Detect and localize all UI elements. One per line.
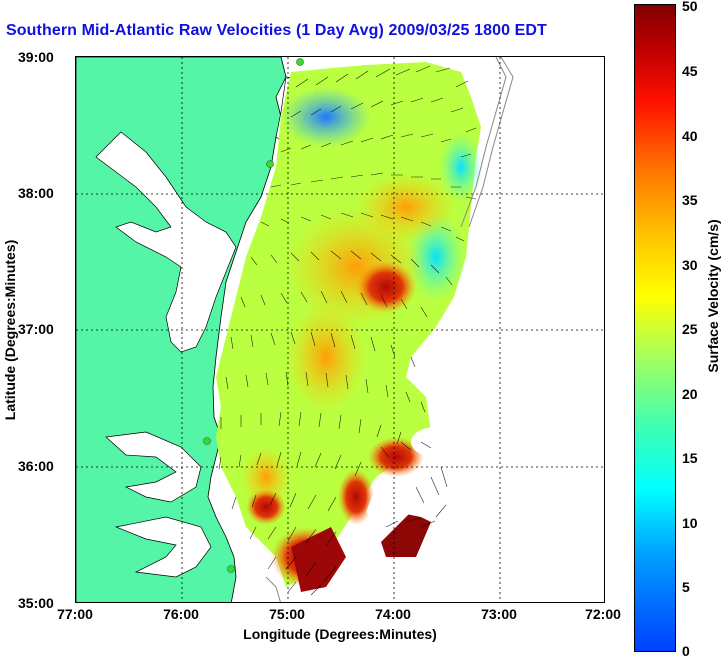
colorbar-tick: 50 <box>682 0 698 14</box>
y-tick: 35:00 <box>18 595 54 611</box>
x-tick: 73:00 <box>481 606 517 622</box>
station-marker <box>227 565 235 573</box>
colorbar-tick: 40 <box>682 128 698 144</box>
colorbar-tick: 0 <box>682 643 690 659</box>
y-axis-label: Latitude (Degrees:Minutes) <box>2 239 18 421</box>
x-axis-label: Longitude (Degrees:Minutes) <box>243 626 437 642</box>
map-plot-area[interactable] <box>75 56 605 603</box>
chesapeake-bay <box>95 131 237 353</box>
y-tick: 39:00 <box>18 49 54 65</box>
y-tick: 36:00 <box>18 458 54 474</box>
colorbar-tick: 10 <box>682 515 698 531</box>
y-tick: 37:00 <box>18 321 54 337</box>
station-marker <box>203 437 211 445</box>
radar-stations <box>203 58 304 573</box>
x-tick: 72:00 <box>585 606 621 622</box>
bathymetry-contours <box>265 57 514 602</box>
colorbar-label: Surface Velocity (cm/s) <box>705 219 721 373</box>
station-marker <box>266 160 274 168</box>
colorbar-tick: 30 <box>682 257 698 273</box>
colorbar-tick: 20 <box>682 386 698 402</box>
pamlico-water <box>114 516 212 578</box>
velocity-map <box>76 57 604 602</box>
map-title: Southern Mid-Atlantic Raw Velocities (1 … <box>6 22 547 39</box>
map-grid <box>76 57 604 602</box>
sound-water <box>105 431 202 503</box>
velocity-field <box>216 62 483 592</box>
colorbar-tick: 25 <box>682 321 698 337</box>
velocity-arrows <box>218 65 477 596</box>
x-tick: 75:00 <box>269 606 305 622</box>
x-tick: 74:00 <box>375 606 411 622</box>
colorbar-tick: 45 <box>682 63 698 79</box>
colorbar-tick: 15 <box>682 450 698 466</box>
y-tick: 38:00 <box>18 185 54 201</box>
x-tick: 77:00 <box>57 606 93 622</box>
x-tick: 76:00 <box>163 606 199 622</box>
colorbar <box>634 4 676 652</box>
colorbar-tick: 5 <box>682 579 690 595</box>
station-marker <box>296 58 304 66</box>
colorbar-tick: 35 <box>682 192 698 208</box>
